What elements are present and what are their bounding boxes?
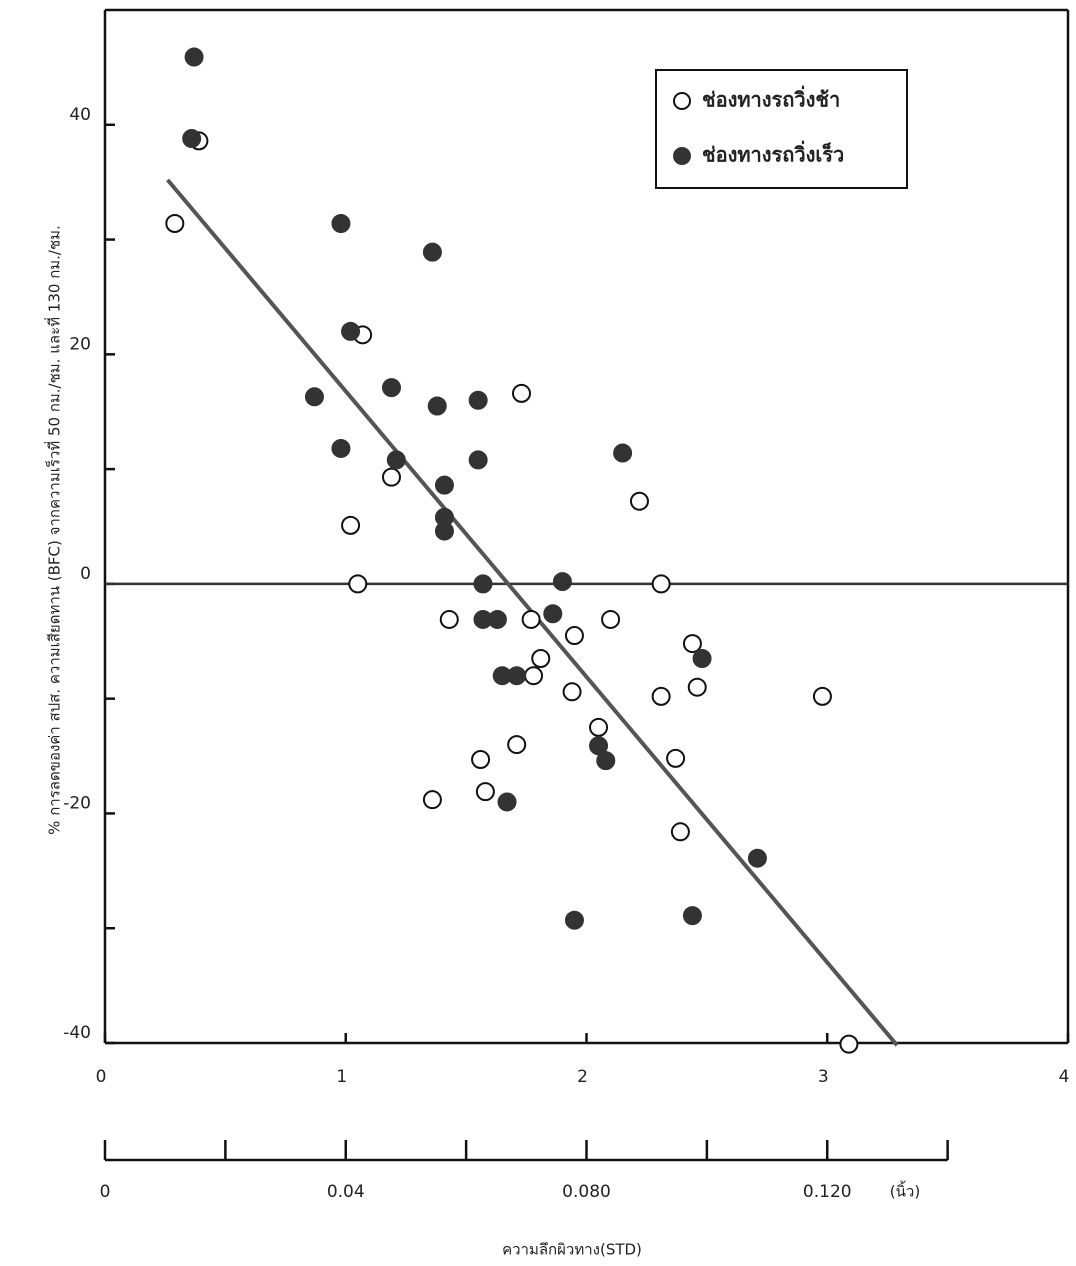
x-tick-label: 0 bbox=[96, 1067, 107, 1087]
data-point bbox=[306, 388, 323, 405]
data-point bbox=[749, 850, 766, 867]
data-point bbox=[332, 215, 349, 232]
x-tick-label: 1 bbox=[336, 1067, 347, 1087]
y-tick-label: 20 bbox=[69, 334, 91, 354]
legend-marker bbox=[674, 148, 690, 164]
data-point bbox=[544, 605, 561, 622]
data-point bbox=[489, 611, 506, 628]
data-point bbox=[566, 627, 583, 644]
data-point bbox=[653, 575, 670, 592]
legend: ช่องทางรถวิ่งช้าช่องทางรถวิ่งเร็ว bbox=[656, 70, 907, 188]
data-point bbox=[474, 575, 491, 592]
x2-tick-label: 0.080 bbox=[562, 1182, 611, 1202]
data-point bbox=[186, 49, 203, 66]
y-axis-label: % การลดของค่า สปส. ความเสียดทาน (BFC) จา… bbox=[44, 225, 64, 835]
page: % การลดของค่า สปส. ความเสียดทาน (BFC) จา… bbox=[0, 0, 1076, 1266]
y-tick-label: -40 bbox=[63, 1023, 91, 1043]
data-point bbox=[166, 215, 183, 232]
data-point bbox=[470, 451, 487, 468]
chart: % การลดของค่า สปส. ความเสียดทาน (BFC) จา… bbox=[0, 0, 1076, 1266]
data-point bbox=[472, 751, 489, 768]
data-point bbox=[667, 750, 684, 767]
data-point bbox=[689, 679, 706, 696]
data-point bbox=[684, 907, 701, 924]
data-point bbox=[424, 791, 441, 808]
x2-tick-label: 0.120 bbox=[803, 1182, 852, 1202]
data-point bbox=[429, 397, 446, 414]
data-point bbox=[383, 469, 400, 486]
y-tick-label: 40 bbox=[69, 105, 91, 125]
y-tick-label: 0 bbox=[80, 564, 91, 584]
data-point bbox=[513, 385, 530, 402]
x-tick-label: 3 bbox=[818, 1067, 829, 1087]
data-point bbox=[532, 650, 549, 667]
data-point bbox=[332, 440, 349, 457]
data-point bbox=[508, 736, 525, 753]
data-point bbox=[566, 912, 583, 929]
data-point bbox=[508, 667, 525, 684]
data-point bbox=[436, 523, 453, 540]
data-point bbox=[470, 392, 487, 409]
data-point bbox=[597, 752, 614, 769]
data-point bbox=[614, 445, 631, 462]
data-point bbox=[477, 783, 494, 800]
data-point bbox=[342, 323, 359, 340]
data-point bbox=[436, 477, 453, 494]
data-point bbox=[383, 379, 400, 396]
data-point bbox=[441, 611, 458, 628]
data-point bbox=[590, 719, 607, 736]
x-axis-label: ความลึกผิวทาง(STD) bbox=[502, 1241, 642, 1259]
legend-marker bbox=[674, 93, 690, 109]
x-tick-label: 2 bbox=[577, 1067, 588, 1087]
data-point bbox=[342, 517, 359, 534]
y-tick-label: -20 bbox=[63, 793, 91, 813]
x2-tick-label: 0.04 bbox=[327, 1182, 365, 1202]
data-point bbox=[653, 688, 670, 705]
data-point bbox=[631, 493, 648, 510]
data-point bbox=[684, 635, 701, 652]
data-point bbox=[672, 823, 689, 840]
x2-unit: (นิ้ว) bbox=[890, 1181, 920, 1201]
x-tick-label: 4 bbox=[1059, 1067, 1070, 1087]
data-point bbox=[602, 611, 619, 628]
data-point bbox=[525, 667, 542, 684]
data-point bbox=[349, 575, 366, 592]
data-point bbox=[554, 573, 571, 590]
data-point bbox=[499, 793, 516, 810]
data-point bbox=[840, 1036, 857, 1053]
data-point bbox=[694, 650, 711, 667]
legend-label: ช่องทางรถวิ่งเร็ว bbox=[702, 140, 844, 167]
x2-tick-label: 0 bbox=[100, 1182, 111, 1202]
data-point bbox=[388, 451, 405, 468]
data-point bbox=[523, 611, 540, 628]
data-point bbox=[564, 683, 581, 700]
data-point bbox=[183, 130, 200, 147]
data-point bbox=[814, 688, 831, 705]
data-point bbox=[424, 244, 441, 261]
legend-label: ช่องทางรถวิ่งช้า bbox=[702, 85, 840, 112]
